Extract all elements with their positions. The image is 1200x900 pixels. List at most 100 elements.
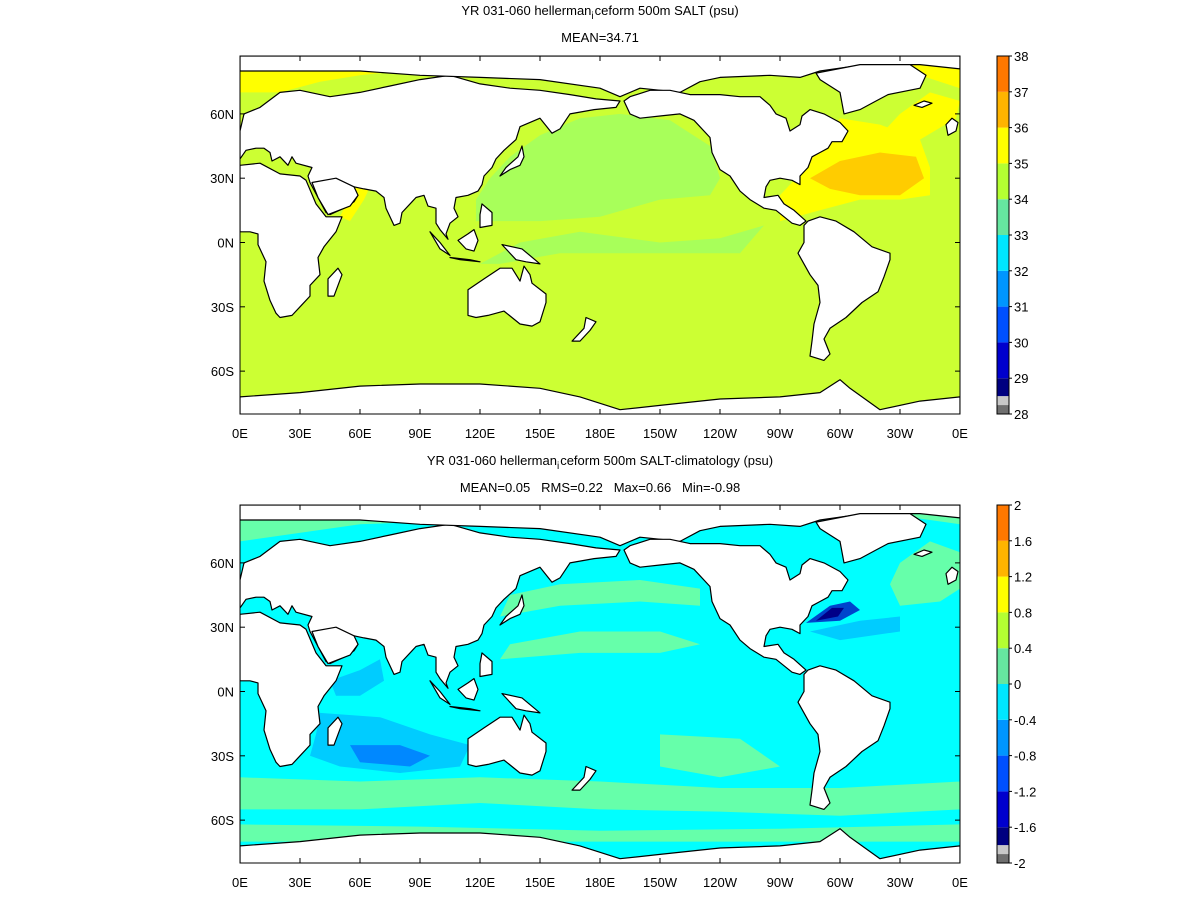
colorbar-label: 0.4: [1014, 641, 1032, 656]
x-tick-label: 0E: [232, 426, 248, 441]
colorbar-label: 1.2: [1014, 570, 1032, 585]
x-tick-label: 0E: [232, 875, 248, 890]
x-tick-label: 90E: [408, 875, 431, 890]
colorbar-swatch: [997, 755, 1009, 792]
land-greenland: [815, 63, 927, 115]
colorbar-label: 38: [1014, 49, 1028, 64]
x-tick-label: 150W: [643, 426, 678, 441]
land-antarctica: [240, 379, 960, 414]
land-samerica: [797, 665, 891, 811]
colorbar-label: -0.4: [1014, 713, 1036, 728]
x-tick-label: 90W: [767, 426, 794, 441]
x-tick-label: 150W: [643, 875, 678, 890]
colorbar-swatch: [997, 791, 1009, 828]
y-tick-label: 60N: [210, 556, 234, 571]
land-britain: [945, 117, 959, 136]
land-nz: [571, 765, 597, 791]
land-indonesia2: [449, 705, 481, 712]
land-borneo: [457, 677, 479, 701]
colorbar-swatch: [997, 719, 1009, 756]
colorbar-swatch: [997, 845, 1009, 855]
panel-salt-x-ticks: 0E 30E 60E 90E 120E 150E 180E 150W 120W 90W 60W 30W…: [232, 56, 968, 441]
land-iceland: [913, 549, 933, 558]
land-newguinea: [501, 244, 541, 265]
land-japan: [499, 145, 525, 177]
salinity-region-3: [810, 152, 924, 196]
colorbar-swatch: [997, 612, 1009, 649]
y-tick-label: 0N: [217, 685, 234, 700]
colorbar-label: 36: [1014, 121, 1028, 136]
land-arabia: [311, 177, 359, 216]
salinity-region-10: [810, 616, 900, 641]
colorbar-swatch: [997, 396, 1009, 406]
x-tick-label: 30W: [887, 875, 914, 890]
panel-anomaly-colorbar: -2 -1.6 -1.2 -0.8 -0.4 0 0.4 0.8 1.2 1.6 2: [996, 498, 1036, 871]
colorbar-swatch: [997, 127, 1009, 164]
x-tick-label: 60W: [827, 426, 854, 441]
x-tick-label: 0E: [952, 426, 968, 441]
x-tick-label: 180E: [585, 426, 616, 441]
panel-anomaly-title: YR 031-060 hellermaniceform 500m SALT-cl…: [427, 453, 773, 472]
land-indonesia1: [429, 231, 451, 256]
land-antarctica: [240, 828, 960, 863]
colorbar-label: 31: [1014, 300, 1028, 315]
panel-salt-anomaly: YR 031-060 hellermaniceform 500m SALT-cl…: [210, 453, 1036, 890]
x-tick-label: 0E: [952, 875, 968, 890]
x-tick-label: 30E: [288, 875, 311, 890]
y-tick-label: 30S: [211, 749, 234, 764]
salinity-region-8: [330, 659, 384, 696]
salinity-region-2: [500, 580, 700, 617]
land-australia: [467, 265, 547, 327]
colorbar-label: 32: [1014, 264, 1028, 279]
x-tick-label: 120E: [465, 875, 496, 890]
colorbar-swatch: [997, 235, 1009, 271]
colorbar-label: 1.6: [1014, 534, 1032, 549]
x-tick-label: 120E: [465, 426, 496, 441]
colorbar-label: 2: [1014, 498, 1021, 513]
x-tick-label: 60E: [348, 875, 371, 890]
y-tick-label: 60N: [210, 107, 234, 122]
x-tick-label: 60W: [827, 875, 854, 890]
panel-salt-subtitle: MEAN=34.71: [561, 30, 639, 45]
panel-anomaly-subtitle: MEAN=0.05 RMS=0.22 Max=0.66 Min=-0.98: [460, 480, 740, 495]
land-britain: [945, 566, 959, 585]
x-tick-label: 120W: [703, 426, 738, 441]
x-tick-label: 180E: [585, 875, 616, 890]
colorbar-label: 33: [1014, 228, 1028, 243]
colorbar-label: 34: [1014, 192, 1028, 207]
land-arabia: [311, 626, 359, 665]
salinity-region-0: [476, 113, 720, 222]
land-indonesia2: [449, 256, 481, 263]
land-samerica: [797, 216, 891, 361]
y-tick-label: 60S: [211, 364, 234, 379]
land-madagascar: [327, 716, 343, 746]
panel-anomaly-x-ticks: 0E 30E 60E 90E 120E 150E 180E 150W 120W 90W 60W 30W…: [232, 505, 968, 890]
land-philippines: [479, 652, 493, 678]
x-tick-label: 90E: [408, 426, 431, 441]
colorbar-swatch: [997, 540, 1009, 577]
y-tick-label: 30N: [210, 620, 234, 635]
panel-anomaly-y-ticks: 60N 30N 0N 30S 60S: [210, 556, 960, 828]
land-iceland: [913, 100, 933, 109]
colorbar-label: 37: [1014, 85, 1028, 100]
salinity-region-4: [340, 184, 370, 222]
colorbar-swatch: [997, 505, 1009, 541]
y-tick-label: 0N: [217, 236, 234, 251]
colorbar-label: 0.8: [1014, 605, 1032, 620]
colorbar-swatch: [997, 163, 1009, 200]
colorbar-swatch: [997, 342, 1009, 379]
colorbar-label: -2: [1014, 856, 1026, 871]
x-tick-label: 150E: [525, 875, 556, 890]
y-tick-label: 60S: [211, 813, 234, 828]
salinity-region-1: [480, 225, 764, 264]
colorbar-swatch: [997, 91, 1009, 128]
panel-salt: YR 031-060 hellermaniceform 500m SALT (p…: [210, 3, 1028, 441]
colorbar-swatch: [997, 854, 1009, 863]
y-tick-label: 30S: [211, 300, 234, 315]
land-nz: [571, 316, 597, 342]
panel-salt-colorbar: 28 29 30 31 32 33 34 35 36 37 38: [996, 49, 1028, 422]
colorbar-label: -0.8: [1014, 749, 1036, 764]
x-tick-label: 60E: [348, 426, 371, 441]
colorbar-swatch: [997, 270, 1009, 307]
